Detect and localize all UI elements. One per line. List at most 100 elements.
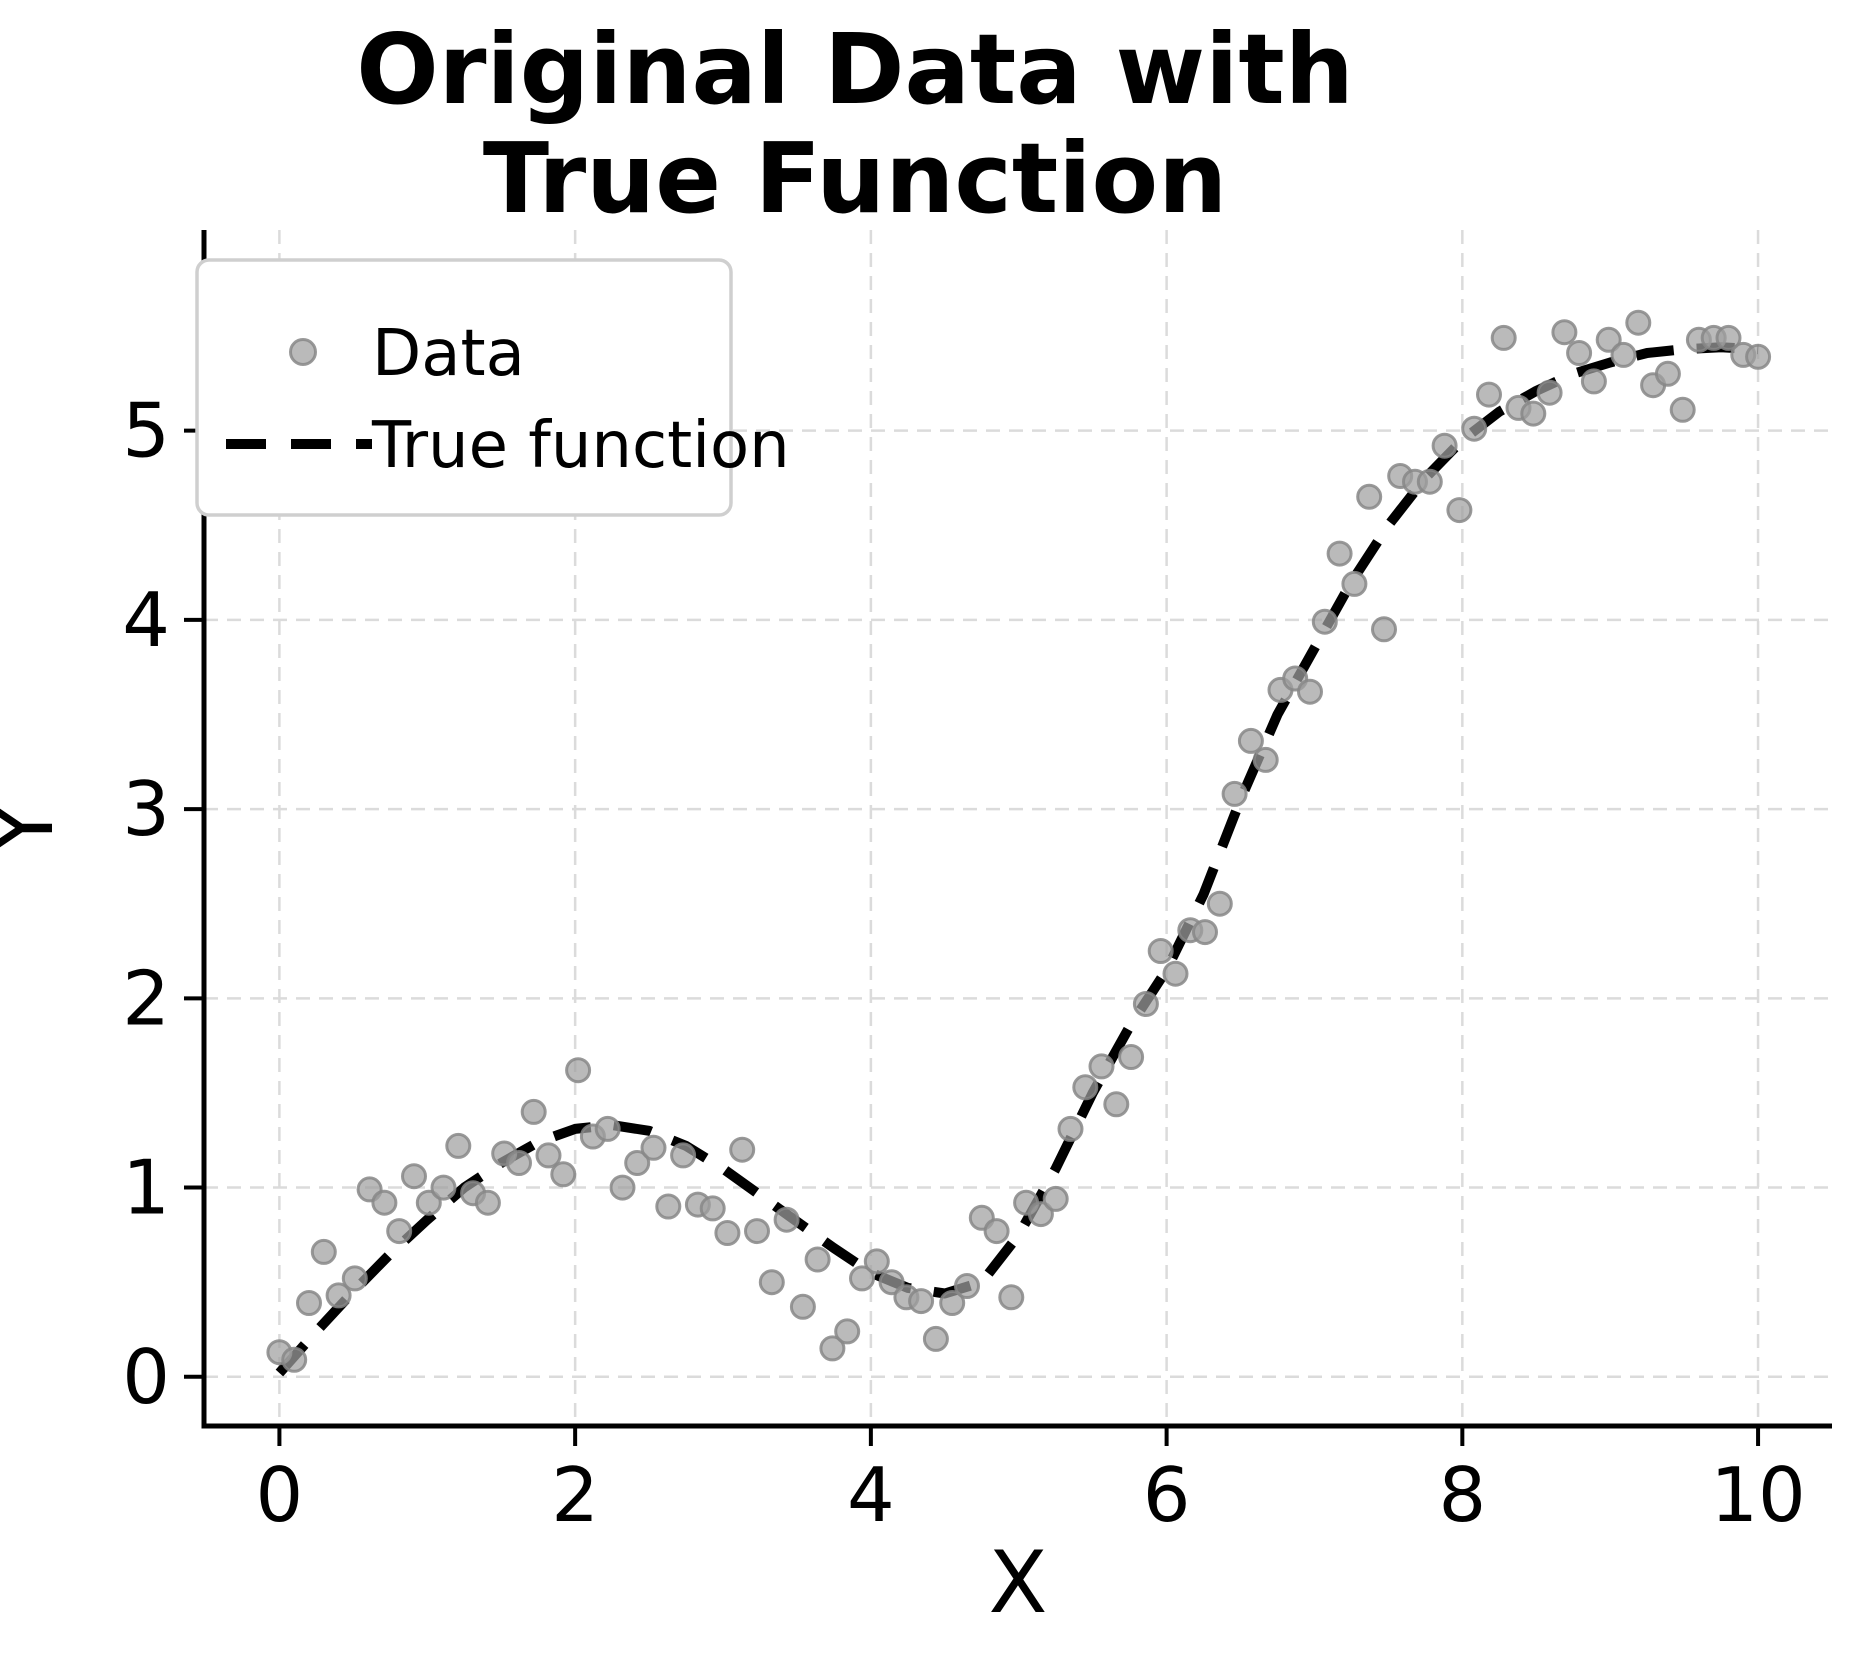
data-point xyxy=(1237,727,1264,754)
data-point xyxy=(1580,368,1607,395)
data-point xyxy=(1490,324,1517,351)
data-point xyxy=(1192,919,1218,946)
data-point xyxy=(1118,1044,1145,1070)
y-axis-label: Y xyxy=(0,801,73,855)
x-tick-labels: 0 2 4 6 8 10 xyxy=(256,1451,1806,1539)
x-tick-label: 6 xyxy=(1143,1451,1191,1539)
data-point xyxy=(1042,1185,1069,1212)
data-point xyxy=(1027,1201,1054,1228)
data-point xyxy=(804,1246,831,1273)
data-point xyxy=(983,1218,1010,1245)
data-point xyxy=(834,1318,861,1345)
data-point xyxy=(863,1248,890,1275)
data-point xyxy=(296,1290,322,1316)
data-point xyxy=(908,1288,935,1315)
data-point xyxy=(550,1161,577,1188)
data-point xyxy=(371,1189,398,1216)
data-point xyxy=(922,1325,949,1352)
y-tick-label: 2 xyxy=(122,954,170,1042)
data-point xyxy=(609,1174,636,1201)
data-point xyxy=(1147,938,1174,964)
data-point xyxy=(655,1193,682,1220)
data-point xyxy=(401,1163,427,1190)
x-tick-label: 10 xyxy=(1710,1451,1805,1539)
data-point xyxy=(1520,400,1547,427)
gridlines xyxy=(204,230,1832,1426)
data-point xyxy=(1162,960,1189,987)
data-points-series xyxy=(266,309,1772,1373)
data-point xyxy=(1132,991,1159,1017)
data-point xyxy=(594,1115,621,1142)
x-tick-label: 8 xyxy=(1438,1451,1486,1539)
data-point xyxy=(445,1132,472,1159)
data-point xyxy=(729,1136,756,1163)
data-point xyxy=(670,1142,697,1169)
data-point xyxy=(1446,497,1473,524)
data-point xyxy=(819,1335,846,1362)
data-point xyxy=(954,1273,980,1299)
legend-line-label: True function xyxy=(371,409,790,483)
data-point xyxy=(1341,570,1368,597)
data-point xyxy=(1745,343,1772,370)
data-point xyxy=(1326,540,1353,567)
data-point xyxy=(758,1269,785,1296)
data-point xyxy=(386,1218,413,1245)
data-point xyxy=(699,1195,726,1222)
data-point xyxy=(1311,608,1338,635)
data-point xyxy=(535,1142,562,1169)
data-point xyxy=(714,1220,741,1246)
data-point xyxy=(1566,340,1593,366)
y-tick-label: 4 xyxy=(122,576,170,664)
data-point xyxy=(1416,468,1443,495)
data-point xyxy=(939,1290,966,1316)
chart-title-line1: Original Data with xyxy=(356,13,1354,126)
y-tick-label: 1 xyxy=(122,1144,170,1232)
legend-data-marker-icon xyxy=(289,338,317,366)
data-point xyxy=(1610,341,1637,368)
data-point xyxy=(1715,324,1742,351)
y-axis-ticks xyxy=(184,428,204,1379)
data-point xyxy=(341,1265,368,1292)
y-tick-label: 3 xyxy=(122,765,170,853)
data-point xyxy=(506,1150,532,1176)
data-point xyxy=(1221,780,1248,807)
data-point xyxy=(1072,1074,1099,1101)
data-point xyxy=(1103,1091,1130,1118)
data-point xyxy=(1356,483,1383,510)
data-point xyxy=(430,1174,457,1201)
data-point xyxy=(1057,1115,1084,1142)
data-point xyxy=(998,1284,1025,1311)
legend-data-label: Data xyxy=(372,317,525,391)
data-point xyxy=(520,1098,547,1125)
data-point xyxy=(878,1269,905,1296)
x-tick-label: 2 xyxy=(551,1451,599,1539)
data-point xyxy=(1625,309,1652,336)
data-point xyxy=(1669,396,1696,423)
data-point xyxy=(789,1293,816,1320)
data-point xyxy=(474,1189,501,1216)
data-point xyxy=(1476,381,1502,408)
data-point xyxy=(1551,319,1578,346)
y-tick-label: 0 xyxy=(122,1333,170,1421)
data-point xyxy=(849,1265,875,1292)
data-point xyxy=(325,1282,352,1309)
true-function-curve xyxy=(275,342,1759,1377)
data-point xyxy=(1461,415,1488,442)
x-tick-label: 4 xyxy=(847,1451,895,1539)
data-point xyxy=(1088,1053,1115,1080)
data-point xyxy=(565,1057,592,1084)
data-point xyxy=(1252,746,1279,773)
data-point xyxy=(1654,360,1681,387)
data-point xyxy=(281,1346,308,1373)
data-point xyxy=(1595,326,1622,353)
data-point xyxy=(624,1150,651,1176)
data-point xyxy=(1371,616,1397,643)
y-tick-label: 5 xyxy=(122,387,170,475)
chart-title-line2: True Function xyxy=(483,122,1227,235)
legend: Data True function xyxy=(195,258,790,517)
data-point xyxy=(640,1134,667,1161)
data-point xyxy=(1536,379,1563,406)
x-axis-ticks xyxy=(277,1426,1761,1446)
